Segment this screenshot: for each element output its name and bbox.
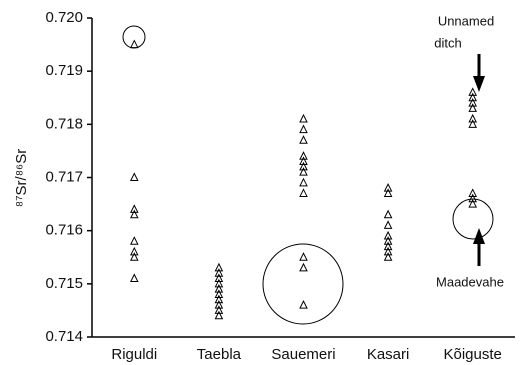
- y-tick-label: 0.717: [45, 168, 83, 185]
- annotation: Maadevahe: [436, 274, 504, 289]
- point: [299, 188, 308, 197]
- point: [468, 198, 478, 208]
- point: [383, 246, 393, 256]
- point: [299, 167, 308, 176]
- point: [468, 103, 478, 112]
- point: [214, 273, 224, 283]
- point: [214, 289, 224, 298]
- x-tick-label: Sauemeri: [271, 346, 335, 363]
- point: [129, 204, 139, 213]
- point: [299, 262, 308, 272]
- point: [299, 151, 308, 160]
- point: [214, 268, 224, 277]
- point: [299, 161, 308, 171]
- point: [129, 209, 139, 219]
- highlight-circle: [452, 198, 494, 240]
- point: [214, 305, 224, 314]
- point: [299, 156, 308, 166]
- highlight-circle: [262, 243, 344, 325]
- point: [299, 177, 308, 187]
- point: [383, 209, 393, 219]
- y-tick-label: 0.720: [45, 9, 83, 26]
- point: [214, 299, 224, 309]
- point: [129, 273, 139, 283]
- point: [299, 135, 308, 144]
- point: [129, 236, 139, 245]
- point: [299, 113, 308, 123]
- x-tick-label: Riguldi: [111, 346, 157, 363]
- point: [383, 220, 393, 229]
- point: [299, 252, 308, 261]
- point: [129, 172, 139, 181]
- point: [468, 119, 478, 128]
- point: [129, 39, 139, 49]
- point: [468, 92, 478, 102]
- y-axis-label: ⁸⁷Sr/⁸⁶Sr: [13, 149, 30, 207]
- x-tick-label: Taebla: [197, 346, 242, 363]
- point: [468, 97, 478, 107]
- point: [468, 87, 478, 96]
- point: [383, 183, 393, 192]
- point: [214, 278, 224, 288]
- y-tick-label: 0.718: [45, 115, 83, 132]
- point: [383, 230, 393, 240]
- y-tick-label: 0.716: [45, 222, 83, 239]
- point: [383, 241, 393, 251]
- point: [383, 188, 393, 197]
- point: [468, 188, 478, 197]
- y-tick-label: 0.714: [45, 328, 83, 345]
- highlight-circle: [122, 25, 146, 49]
- point: [383, 236, 393, 245]
- point: [383, 252, 393, 261]
- point: [214, 284, 224, 293]
- point: [468, 113, 478, 123]
- point: [468, 193, 478, 203]
- point: [214, 310, 224, 320]
- point: [214, 262, 224, 272]
- x-tick-label: Kasari: [367, 346, 410, 363]
- point: [129, 252, 139, 261]
- y-tick-label: 0.719: [45, 62, 83, 79]
- x-tick-label: Kõiguste: [444, 346, 502, 363]
- arrow: [473, 54, 485, 266]
- point: [129, 246, 139, 256]
- point: [299, 299, 308, 309]
- annotation: Unnamed: [438, 13, 494, 28]
- annotation: ditch: [434, 35, 461, 50]
- y-tick-label: 0.715: [45, 275, 83, 292]
- point: [214, 294, 224, 304]
- point: [299, 124, 308, 134]
